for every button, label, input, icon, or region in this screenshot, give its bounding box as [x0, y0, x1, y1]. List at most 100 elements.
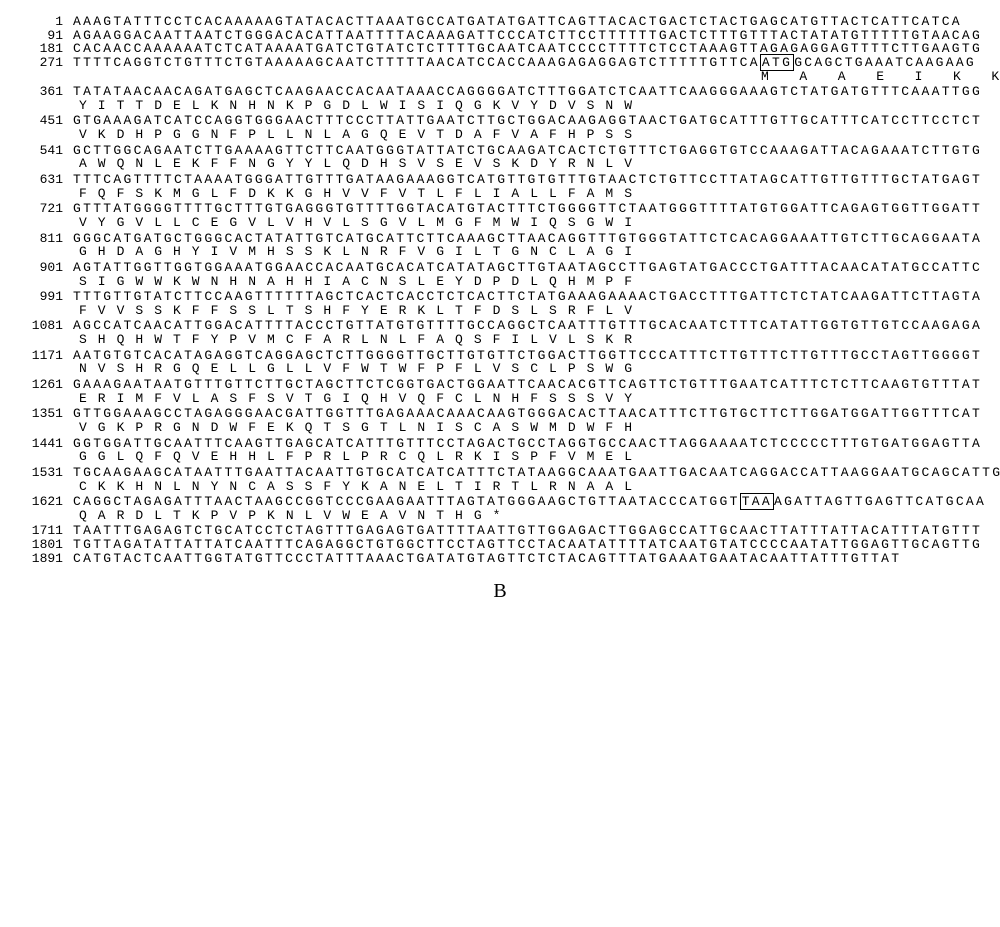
- nt-row: 271TTTTCAGGTCTGTTTCTGTAAAAAGCAATCTTTTTAA…: [15, 56, 985, 70]
- amino-acid-sequence: QARDLTKPVPKNLVWEAVNTHG*: [73, 509, 511, 523]
- nt-row: 1081AGCCATCAACATTGGACATTTTACCCTGTTATGTGT…: [15, 319, 985, 333]
- nt-row: 91AGAAGGACAATTAATCTGGGACACATTAATTTTACAAA…: [15, 29, 985, 43]
- nucleotide-sequence: AATGTGTCACATAGAGGTCAGGAGCTCTTGGGGTTGCTTG…: [73, 349, 982, 363]
- aa-row: YITTDELKNHNKPGDLWISIQGKVYDVSNW: [15, 99, 985, 113]
- nucleotide-sequence: GTTTATGGGGTTTTGCTTTGTGAGGGTGTTTTGGTACATG…: [73, 202, 982, 216]
- aa-row: CKKHNLNYNCASSFYKANELTIRTLRNAAL: [15, 480, 985, 494]
- position-number: 91: [15, 29, 73, 43]
- nt-row: 631TTTCAGTTTTCTAAAATGGGATTGTTTGATAAGAAAG…: [15, 173, 985, 187]
- amino-acid-sequence: AWQNLEKFFNGYYLQDHSVSEVSKDYRNLV: [73, 157, 643, 171]
- stop-codon-box: TAA: [740, 493, 774, 510]
- amino-acid-sequence: CKKHNLNYNCASSFYKANELTIRTLRNAAL: [73, 480, 643, 494]
- amino-acid-sequence: YITTDELKNHNKPGDLWISIQGKVYDVSNW: [73, 99, 643, 113]
- aa-row: GHDAGHYIVMHSSKLNRFVGILTGNCLAGI: [15, 245, 985, 259]
- position-number: 1261: [15, 378, 73, 392]
- position-number: 181: [15, 42, 73, 56]
- nt-row: 451GTGAAAGATCATCCAGGTGGGAACTTTCCCTTATTGA…: [15, 114, 985, 128]
- position-number: 721: [15, 202, 73, 216]
- amino-acid-sequence: VKDHPGGNFPLLNLAGQEVTDAFVAFHPSS: [73, 128, 643, 142]
- nt-row: 1351GTTGGAAAGCCTAGAGGGAACGATTGGTTTGAGAAA…: [15, 407, 985, 421]
- nucleotide-sequence: AGAAGGACAATTAATCTGGGACACATTAATTTTACAAAGA…: [73, 29, 982, 43]
- nucleotide-sequence: GGGCATGATGCTGGGCACTATATTGTCATGCATTCTTCAA…: [73, 232, 982, 246]
- aa-row: VYGVLLCEGVLVHVLSGVLMGFMWIQSGWI: [15, 216, 985, 230]
- nucleotide-sequence: TATATAACAACAGATGAGCTCAAGAACCACAATAAACCAG…: [73, 85, 982, 99]
- amino-acid-sequence: SIGWWKWNHNAHHIACNSLEYDPDLQHMPF: [73, 275, 643, 289]
- nucleotide-sequence: CATGTACTCAATTGGTATGTTCCCTATTTAAACTGATATG…: [73, 552, 901, 566]
- nt-row: 541GCTTGGCAGAATCTTGAAAAGTTCTTCAATGGGTATT…: [15, 144, 985, 158]
- aa-row: SIGWWKWNHNAHHIACNSLEYDPDLQHMPF: [15, 275, 985, 289]
- aa-row: VGKPRGNDWFEKQTSGTLNISCASWMDWFH: [15, 421, 985, 435]
- aa-row: NVSHRGQELLGLLVFWTWFPFLVSCLPSWG: [15, 362, 985, 376]
- position-number: 1801: [15, 538, 73, 552]
- position-number: 1621: [15, 495, 73, 509]
- sequence-block: 1AAAGTATTTCCTCACAAAAAGTATACACTTAAATGCCAT…: [15, 15, 985, 565]
- position-number: 1171: [15, 349, 73, 363]
- position-number: 1351: [15, 407, 73, 421]
- position-number: 631: [15, 173, 73, 187]
- nucleotide-sequence: TGCAAGAAGCATAATTTGAATTACAATTGTGCATCATCAT…: [73, 466, 1000, 480]
- position-number: 451: [15, 114, 73, 128]
- nucleotide-sequence: GAAAGAATAATGTTTGTTCTTGCTAGCTTCTCGGTGACTG…: [73, 378, 982, 392]
- nt-row: 991TTTGTTGTATCTTCCAAGTTTTTTAGCTCACTCACCT…: [15, 290, 985, 304]
- amino-acid-sequence: VYGVLLCEGVLVHVLSGVLMGFMWIQSGWI: [73, 216, 643, 230]
- amino-acid-sequence: FVVSSKFFSSLTSHFYERKLTFDSLSRFLV: [73, 304, 643, 318]
- nucleotide-sequence: GCTTGGCAGAATCTTGAAAAGTTCTTCAATGGGTATTATC…: [73, 144, 982, 158]
- nucleotide-sequence: AGTATTGGTTGGTGGAAATGGAACCACAATGCACATCATA…: [73, 261, 982, 275]
- position-number: 1081: [15, 319, 73, 333]
- nt-row: 721GTTTATGGGGTTTTGCTTTGTGAGGGTGTTTTGGTAC…: [15, 202, 985, 216]
- nucleotide-sequence: CAGGCTAGAGATTTAACTAAGCCGGTCCCGAAGAATTTAG…: [73, 495, 986, 509]
- amino-acid-sequence: M A A E I K K: [755, 70, 1000, 84]
- position-number: 991: [15, 290, 73, 304]
- position-number: 271: [15, 56, 73, 70]
- aa-row: AWQNLEKFFNGYYLQDHSVSEVSKDYRNLV: [15, 157, 985, 171]
- nucleotide-sequence: CACAACCAAAAAATCTCATAAAATGATCTGTATCTCTTTT…: [73, 42, 982, 56]
- nucleotide-sequence: TGTTAGATATTATTATCAATTTCAGAGGCTGTGGCTTCCT…: [73, 538, 982, 552]
- position-number: 1: [15, 15, 73, 29]
- nt-row: 811GGGCATGATGCTGGGCACTATATTGTCATGCATTCTT…: [15, 232, 985, 246]
- nucleotide-sequence: TTTCAGTTTTCTAAAATGGGATTGTTTGATAAGAAAGGTC…: [73, 173, 982, 187]
- nucleotide-sequence: GGTGGATTGCAATTTCAAGTTGAGCATCATTTGTTTCCTA…: [73, 437, 982, 451]
- nt-row: 1AAAGTATTTCCTCACAAAAAGTATACACTTAAATGCCAT…: [15, 15, 985, 29]
- aa-row: VKDHPGGNFPLLNLAGQEVTDAFVAFHPSS: [15, 128, 985, 142]
- position-number: 361: [15, 85, 73, 99]
- nucleotide-sequence: AGCCATCAACATTGGACATTTTACCCTGTTATGTGTTTTG…: [73, 319, 982, 333]
- nt-row: 1621CAGGCTAGAGATTTAACTAAGCCGGTCCCGAAGAAT…: [15, 495, 985, 509]
- nucleotide-sequence: GTGAAAGATCATCCAGGTGGGAACTTTCCCTTATTGAATC…: [73, 114, 982, 128]
- aa-row: FVVSSKFFSSLTSHFYERKLTFDSLSRFLV: [15, 304, 985, 318]
- amino-acid-sequence: NVSHRGQELLGLLVFWTWFPFLVSCLPSWG: [73, 362, 643, 376]
- position-number: 1711: [15, 524, 73, 538]
- aa-row: FQFSKMGLFDKKGHVVFVTLFLIALLFAMS: [15, 187, 985, 201]
- nucleotide-sequence: TTTTCAGGTCTGTTTCTGTAAAAAGCAATCTTTTTAACAT…: [73, 56, 976, 70]
- nt-row: 1891CATGTACTCAATTGGTATGTTCCCTATTTAAACTGA…: [15, 552, 985, 566]
- nucleotide-sequence: TAATTTGAGAGTCTGCATCCTCTAGTTTGAGAGTGATTTT…: [73, 524, 982, 538]
- amino-acid-sequence: VGKPRGNDWFEKQTSGTLNISCASWMDWFH: [73, 421, 643, 435]
- nt-row: 901AGTATTGGTTGGTGGAAATGGAACCACAATGCACATC…: [15, 261, 985, 275]
- nucleotide-sequence: TTTGTTGTATCTTCCAAGTTTTTTAGCTCACTCACCTCTC…: [73, 290, 982, 304]
- nt-row: 1441GGTGGATTGCAATTTCAAGTTGAGCATCATTTGTTT…: [15, 437, 985, 451]
- position-number: 1891: [15, 552, 73, 566]
- nt-row: 1531TGCAAGAAGCATAATTTGAATTACAATTGTGCATCA…: [15, 466, 985, 480]
- aa-row: GGLQFQVEHHLFPRLPRCQLRKISPFVMEL: [15, 450, 985, 464]
- nucleotide-sequence: GTTGGAAAGCCTAGAGGGAACGATTGGTTTGAGAAACAAA…: [73, 407, 982, 421]
- position-number: 1531: [15, 466, 73, 480]
- amino-acid-sequence: FQFSKMGLFDKKGHVVFVTLFLIALLFAMS: [73, 187, 643, 201]
- aa-row: M A A E I K K: [15, 70, 985, 84]
- position-number: 541: [15, 144, 73, 158]
- nucleotide-sequence: AAAGTATTTCCTCACAAAAAGTATACACTTAAATGCCATG…: [73, 15, 962, 29]
- position-number: 1441: [15, 437, 73, 451]
- nt-row: 1171AATGTGTCACATAGAGGTCAGGAGCTCTTGGGGTTG…: [15, 349, 985, 363]
- nt-row: 1711TAATTTGAGAGTCTGCATCCTCTAGTTTGAGAGTGA…: [15, 524, 985, 538]
- amino-acid-sequence: GHDAGHYIVMHSSKLNRFVGILTGNCLAGI: [73, 245, 643, 259]
- amino-acid-sequence: GGLQFQVEHHLFPRLPRCQLRKISPFVMEL: [73, 450, 643, 464]
- aa-row: QARDLTKPVPKNLVWEAVNTHG*: [15, 509, 985, 523]
- amino-acid-sequence: SHQHWTFYPVMCFARLNLFAQSFILVLSKR: [73, 333, 643, 347]
- position-number: 811: [15, 232, 73, 246]
- position-number: 901: [15, 261, 73, 275]
- amino-acid-sequence: ERIMFVLASFSVTGIQHVQFCLNHFSSSVY: [73, 392, 643, 406]
- nt-row: 361TATATAACAACAGATGAGCTCAAGAACCACAATAAAC…: [15, 85, 985, 99]
- nt-row: 181CACAACCAAAAAATCTCATAAAATGATCTGTATCTCT…: [15, 42, 985, 56]
- figure-label: B: [15, 580, 985, 603]
- aa-row: ERIMFVLASFSVTGIQHVQFCLNHFSSSVY: [15, 392, 985, 406]
- nt-row: 1261GAAAGAATAATGTTTGTTCTTGCTAGCTTCTCGGTG…: [15, 378, 985, 392]
- nt-row: 1801TGTTAGATATTATTATCAATTTCAGAGGCTGTGGCT…: [15, 538, 985, 552]
